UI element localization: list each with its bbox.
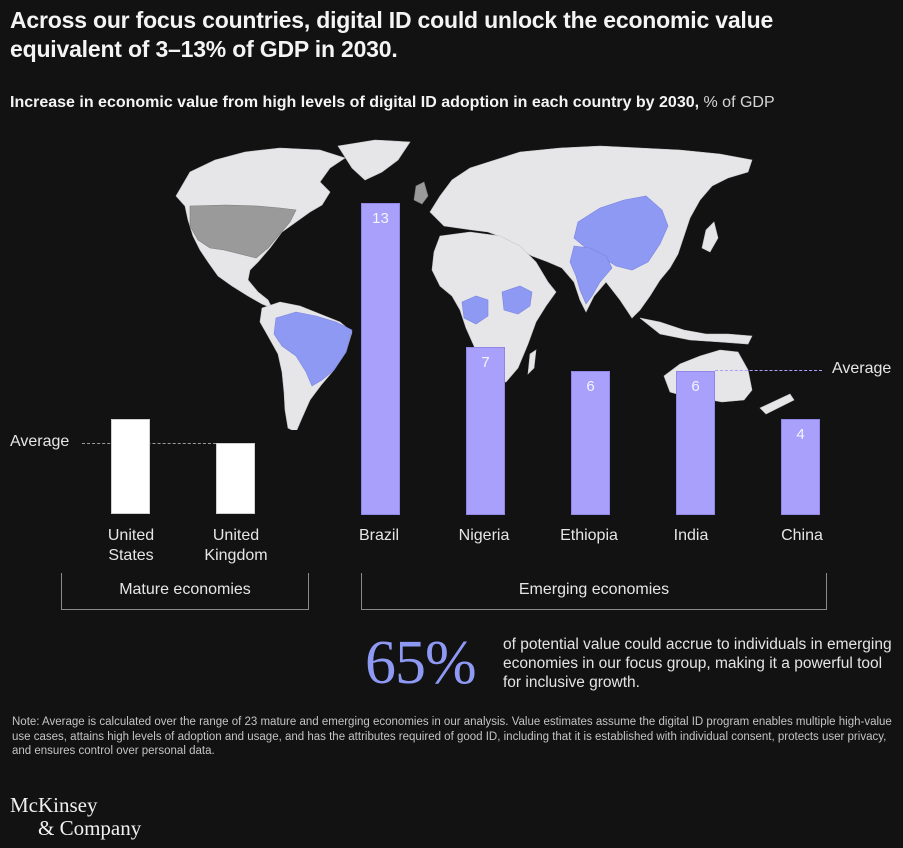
bar-united-states: [111, 419, 150, 514]
group-bracket-mature: Mature economies: [61, 573, 309, 610]
bar-nigeria: 7: [466, 347, 505, 515]
label-line: Kingdom: [204, 547, 268, 564]
map-united-kingdom: [413, 181, 429, 205]
xlabel-china: China: [781, 527, 823, 544]
subtitle-unit: % of GDP: [699, 94, 775, 111]
map-india: [569, 245, 613, 305]
xlabel-india: India: [673, 527, 709, 544]
label-line: States: [108, 547, 154, 564]
bar-india: 6: [676, 371, 715, 515]
xlabel-united-states: United States: [81, 526, 181, 566]
emerging-average-line: [715, 370, 822, 371]
map-nigeria: [461, 295, 489, 325]
bar-value: 6: [691, 378, 700, 395]
label-line: United: [107, 527, 155, 544]
callout-number: 65%: [365, 629, 477, 697]
xlabel-brazil: Brazil: [358, 527, 399, 544]
xlabel-ethiopia: Ethiopia: [560, 527, 618, 544]
new-zealand: [759, 393, 795, 415]
map-ethiopia: [501, 285, 533, 315]
greenland: [337, 139, 411, 181]
indonesia: [639, 317, 753, 345]
xlabel-united-kingdom: United Kingdom: [186, 526, 286, 566]
chart-title: Across our focus countries, digital ID c…: [10, 7, 774, 62]
bar-value: 7: [481, 354, 490, 371]
mckinsey-logo: McKinsey & Company: [10, 794, 141, 840]
logo-line2: & Company: [38, 816, 142, 840]
bar-value: 13: [372, 210, 389, 227]
group-bracket-emerging: Emerging economies: [361, 573, 827, 610]
world-map: [175, 139, 795, 430]
footnote: Note: Average is calculated over the ran…: [12, 716, 892, 757]
emerging-average-label: Average: [832, 360, 892, 377]
bar-brazil: 13: [361, 203, 400, 515]
madagascar: [527, 349, 537, 375]
mature-average-label: Average: [10, 433, 70, 450]
map-united-states: [189, 204, 297, 259]
logo-line1: McKinsey: [10, 793, 98, 817]
bar-value: 4: [796, 426, 805, 443]
bar-value: 6: [586, 378, 595, 395]
label-line: United: [212, 527, 260, 544]
xlabel-nigeria: Nigeria: [458, 527, 510, 544]
bar-china: 4: [781, 419, 820, 515]
map-brazil: [273, 311, 353, 387]
chart-subtitle: Increase in economic value from high lev…: [10, 93, 900, 113]
subtitle-text: Increase in economic value from high lev…: [10, 94, 700, 111]
bar-united-kingdom: [216, 443, 255, 514]
bar-ethiopia: 6: [571, 371, 610, 515]
japan: [701, 221, 719, 253]
africa: [431, 231, 557, 383]
callout-text: of potential value could accrue to indiv…: [503, 636, 892, 691]
